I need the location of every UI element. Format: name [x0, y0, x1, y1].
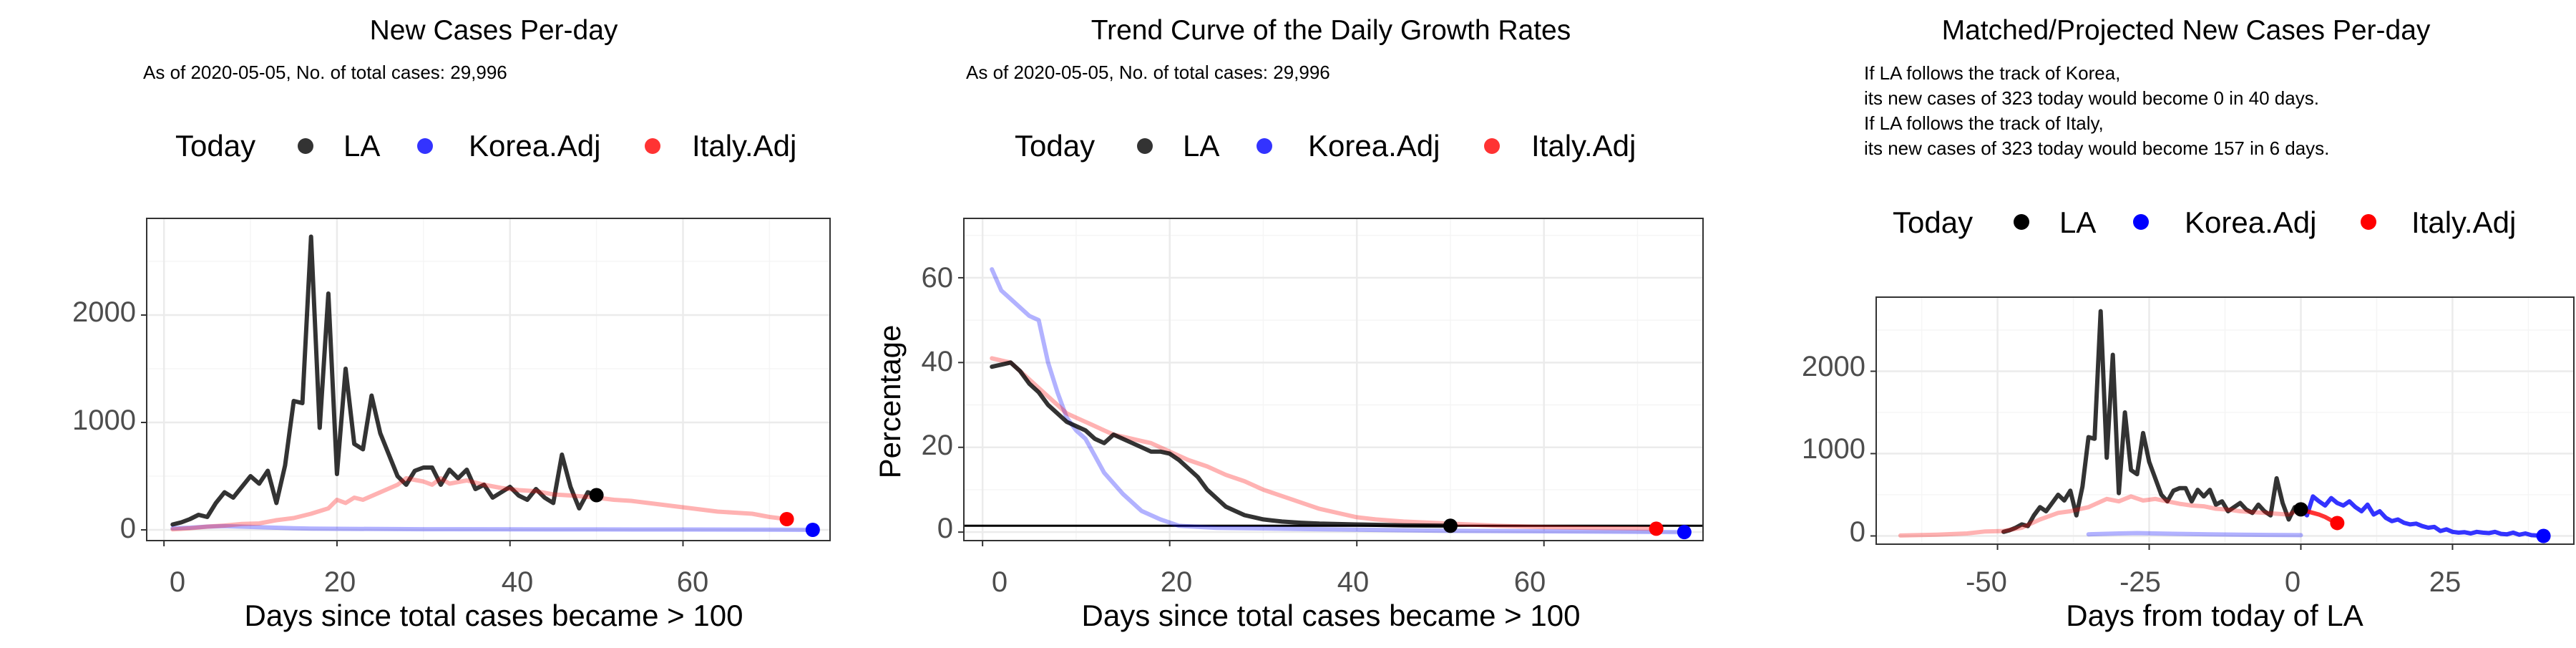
today-point-italy-adj [779, 512, 794, 526]
y-tick-label: 60 [922, 262, 954, 294]
x-tick-label: 60 [1514, 566, 1546, 598]
chart-subtitle: As of 2020-05-05, No. of total cases: 29… [143, 62, 507, 83]
panel-border [963, 218, 1704, 541]
panel-border [146, 218, 831, 541]
today-point-la [1443, 518, 1458, 533]
plot-area-2 [958, 218, 1704, 546]
chart-subtitle: As of 2020-05-05, No. of total cases: 29… [966, 62, 1330, 83]
series-line-italy-adj [1898, 494, 2303, 538]
series-line-italy-adj [990, 356, 1659, 531]
x-axis-title: Days from today of LA [2066, 599, 2363, 632]
note-line: its new cases of 323 today would become … [1864, 137, 2329, 159]
legend-key-korea [1257, 138, 1272, 154]
today-point-korea-adj [2536, 528, 2551, 543]
x-tick-label: 0 [992, 566, 1008, 598]
x-axis-title: Days since total cases became > 100 [245, 599, 743, 632]
legend-key-italy [645, 138, 660, 154]
series-line-korea-adj [990, 267, 1687, 535]
series-line-italy-adj [170, 476, 789, 532]
legend-label-italy: Italy.Adj [2411, 205, 2516, 239]
series-line-la [170, 234, 599, 527]
legend: Today LA Korea.Adj Italy.Adj [1015, 129, 1636, 163]
series-line-korea-adj [170, 523, 815, 532]
legend-key-italy [2361, 214, 2376, 230]
today-point-la [2293, 502, 2308, 517]
legend-label-korea: Korea.Adj [2185, 205, 2316, 239]
legend: Today LA Korea.Adj Italy.Adj [175, 129, 796, 163]
y-axis-ticks: 0 1000 2000 [1802, 351, 1865, 548]
x-axis-title: Days since total cases became > 100 [1082, 599, 1581, 632]
y-tick-label: 0 [937, 513, 953, 544]
series-line-la [2001, 309, 2303, 534]
x-tick-label: 25 [2429, 566, 2462, 598]
legend-label-korea: Korea.Adj [1308, 129, 1440, 163]
note-line: If LA follows the track of Italy, [1864, 112, 2104, 134]
y-tick-label: 1000 [72, 405, 136, 436]
series-line-korea-adj [2298, 494, 2546, 538]
legend-label-korea: Korea.Adj [469, 129, 600, 163]
y-tick-label: 0 [120, 513, 136, 544]
x-axis-ticks: -50 -25 0 25 [1966, 566, 2461, 598]
x-axis-ticks: 0 20 40 60 [992, 566, 1546, 598]
series-line-korea-adj [2086, 531, 2303, 538]
legend-key-la [2014, 214, 2029, 230]
chart-title: New Cases Per-day [370, 15, 618, 46]
legend-label-italy: Italy.Adj [692, 129, 796, 163]
today-point-italy-adj [2330, 516, 2345, 531]
x-tick-label: 20 [1161, 566, 1193, 598]
legend-label-la: LA [343, 129, 380, 163]
y-axis-title: Percentage [873, 325, 907, 479]
panel-border [1875, 296, 2575, 545]
y-tick-label: 2000 [1802, 351, 1865, 382]
x-axis-ticks: 0 20 40 60 [170, 566, 708, 598]
legend-key-la [1137, 138, 1153, 154]
chart-matched-projected: Matched/Projected New Cases Per-day If L… [1802, 15, 2516, 632]
note-line: If LA follows the track of Korea, [1864, 62, 2120, 84]
legend-title: Today [175, 129, 255, 163]
legend-key-italy [1484, 138, 1500, 154]
x-tick-label: 40 [1337, 566, 1370, 598]
legend-key-korea [2133, 214, 2149, 230]
today-point-korea-adj [805, 523, 820, 537]
legend-key-korea [417, 138, 433, 154]
x-tick-label: 60 [677, 566, 709, 598]
y-tick-label: 1000 [1802, 433, 1865, 465]
legend-title: Today [1893, 205, 1973, 239]
x-tick-label: 40 [502, 566, 534, 598]
y-tick-label: 40 [922, 346, 954, 377]
chart-title: Trend Curve of the Daily Growth Rates [1091, 15, 1571, 46]
plot-area-1 [141, 218, 831, 546]
projection-notes: If LA follows the track of Korea, its ne… [1864, 62, 2329, 159]
today-point-la [589, 488, 604, 503]
legend-title: Today [1015, 129, 1095, 163]
plot-area-3 [1870, 296, 2575, 550]
x-tick-label: 20 [324, 566, 356, 598]
y-axis-ticks: 0 1000 2000 [72, 296, 136, 544]
y-tick-label: 0 [1850, 516, 1865, 548]
x-tick-label: -25 [2119, 566, 2161, 598]
note-line: its new cases of 323 today would become … [1864, 87, 2319, 109]
legend-label-la: LA [1183, 129, 1219, 163]
y-tick-label: 2000 [72, 296, 136, 328]
legend-label-la: LA [2059, 205, 2096, 239]
chart-new-cases-per-day: New Cases Per-day As of 2020-05-05, No. … [72, 15, 796, 632]
chart-growth-rate-trend: Trend Curve of the Daily Growth Rates As… [873, 15, 1636, 632]
x-tick-label: 0 [2285, 566, 2301, 598]
today-point-italy-adj [1649, 521, 1664, 536]
y-axis-ticks: 0 20 40 60 [922, 262, 954, 544]
series-line-la [990, 360, 1453, 528]
y-tick-label: 20 [922, 430, 954, 461]
x-tick-label: 0 [170, 566, 185, 598]
legend-key-la [298, 138, 313, 154]
today-point-korea-adj [1677, 525, 1692, 540]
chart-title: Matched/Projected New Cases Per-day [1942, 15, 2431, 46]
legend: Today LA Korea.Adj Italy.Adj [1893, 205, 2516, 239]
legend-label-italy: Italy.Adj [1531, 129, 1636, 163]
x-tick-label: -50 [1966, 566, 2007, 598]
